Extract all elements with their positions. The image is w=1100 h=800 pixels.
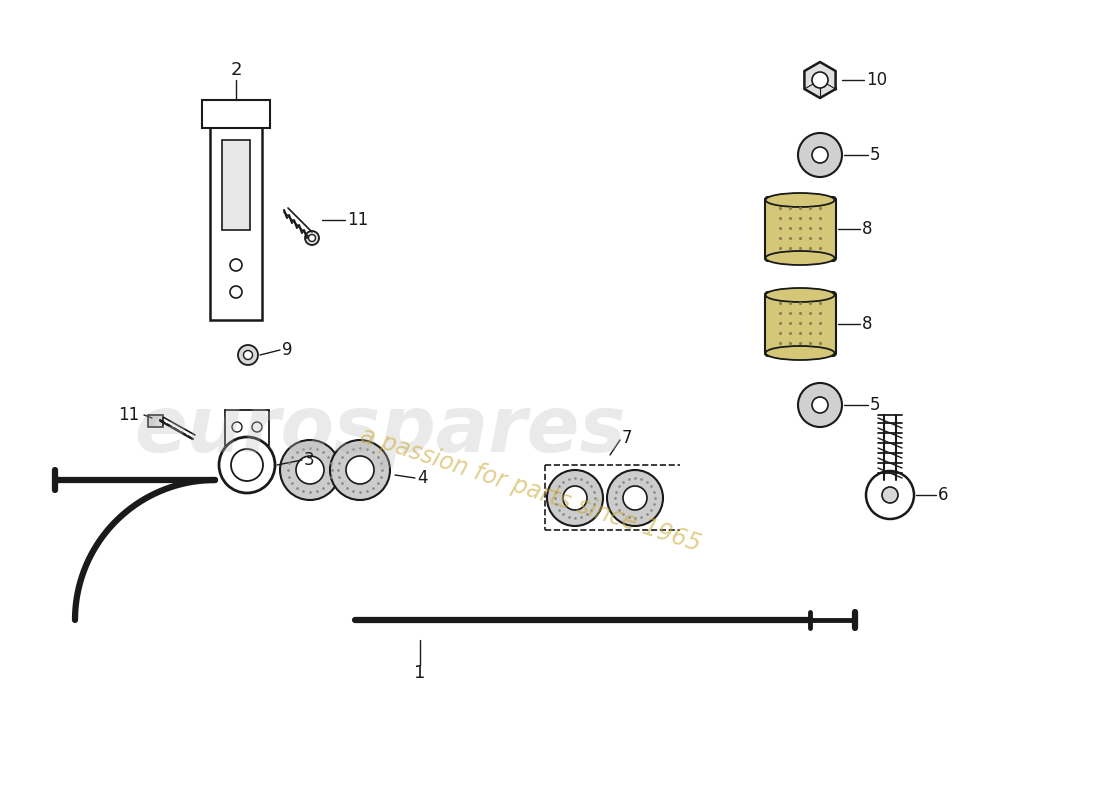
Ellipse shape xyxy=(766,346,835,360)
Text: 1: 1 xyxy=(415,664,426,682)
Ellipse shape xyxy=(766,251,835,265)
Circle shape xyxy=(330,440,390,500)
Text: 4: 4 xyxy=(417,469,428,487)
FancyBboxPatch shape xyxy=(764,292,836,356)
Text: 8: 8 xyxy=(862,220,872,238)
Circle shape xyxy=(812,72,828,88)
Circle shape xyxy=(308,234,316,242)
Circle shape xyxy=(866,471,914,519)
Circle shape xyxy=(346,456,374,484)
Text: 7: 7 xyxy=(621,429,632,447)
Circle shape xyxy=(252,422,262,432)
Text: 2: 2 xyxy=(230,61,242,79)
Text: 9: 9 xyxy=(282,341,293,359)
Circle shape xyxy=(238,345,258,365)
Text: 11: 11 xyxy=(118,406,140,424)
Circle shape xyxy=(607,470,663,526)
Bar xyxy=(222,140,250,230)
Circle shape xyxy=(563,486,587,510)
Text: 5: 5 xyxy=(870,396,880,414)
Circle shape xyxy=(812,397,828,413)
Text: eurospares: eurospares xyxy=(134,392,626,468)
Text: a passion for parts since 1965: a passion for parts since 1965 xyxy=(356,423,703,557)
Circle shape xyxy=(230,286,242,298)
Circle shape xyxy=(623,486,647,510)
Ellipse shape xyxy=(766,288,835,302)
Circle shape xyxy=(231,449,263,481)
Circle shape xyxy=(280,440,340,500)
Circle shape xyxy=(232,422,242,432)
Text: 5: 5 xyxy=(870,146,880,164)
Circle shape xyxy=(230,259,242,271)
Circle shape xyxy=(882,487,898,503)
Circle shape xyxy=(547,470,603,526)
Ellipse shape xyxy=(766,193,835,207)
Bar xyxy=(210,100,262,320)
FancyBboxPatch shape xyxy=(764,197,836,261)
Circle shape xyxy=(243,350,253,359)
Circle shape xyxy=(812,147,828,163)
Bar xyxy=(148,415,163,427)
Text: 3: 3 xyxy=(304,451,315,469)
Circle shape xyxy=(305,231,319,245)
Polygon shape xyxy=(804,62,836,98)
Text: 11: 11 xyxy=(346,211,368,229)
Bar xyxy=(226,410,270,445)
Circle shape xyxy=(296,456,324,484)
Text: 8: 8 xyxy=(862,315,872,333)
Text: 6: 6 xyxy=(938,486,948,504)
Circle shape xyxy=(798,383,842,427)
Circle shape xyxy=(219,437,275,493)
Circle shape xyxy=(798,133,842,177)
Text: 10: 10 xyxy=(866,71,887,89)
Bar xyxy=(202,100,270,128)
